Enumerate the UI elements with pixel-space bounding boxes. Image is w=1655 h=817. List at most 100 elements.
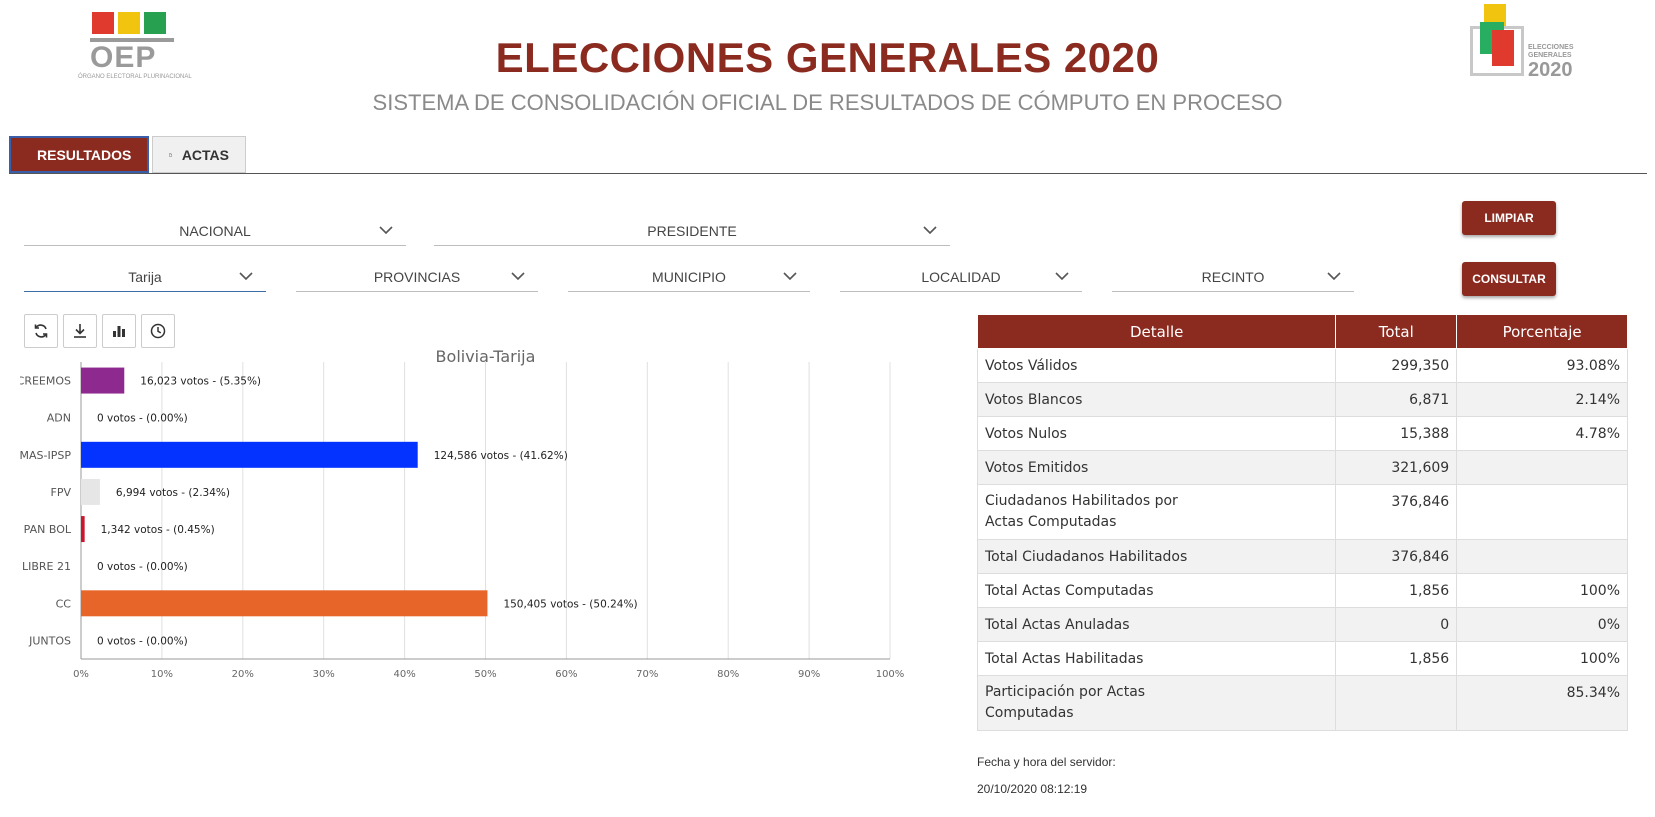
header-detalle: Detalle [976,314,1337,349]
ambito-select-value: NACIONAL [179,222,251,239]
recinto-select-value: RECINTO [1201,268,1265,285]
total-cell: 376,846 [1335,484,1458,540]
bar [81,516,85,543]
porcentaje-cell: 100% [1456,641,1628,676]
results-bar-chart: Bolivia-Tarija 0% 10% 20% 30% 40% 50% 60% 70% 80%… [20,350,904,680]
porcentaje-cell: 4.78% [1456,416,1628,451]
tab-resultados-label: RESULTADOS [37,146,132,163]
category-label: ADN [47,412,71,425]
limpiar-button[interactable]: LIMPIAR [1462,201,1556,235]
municipio-select[interactable]: MUNICIPIO [568,262,810,292]
tab-divider [9,173,1647,174]
detalle-cell: Participación por Actas Computadas [976,675,1337,731]
download-icon [74,324,86,338]
results-table-header: Detalle Total Porcentaje [976,314,1628,349]
flag-green [144,12,166,34]
refresh-button[interactable] [24,314,58,348]
porcentaje-cell: 93.08% [1456,348,1628,383]
departamento-select[interactable]: Tarija [24,262,266,292]
total-cell: 0 [1335,607,1458,642]
chart-type-button[interactable] [102,314,136,348]
chevron-down-icon [1055,272,1069,281]
bar [81,478,100,505]
detalle-cell: Total Actas Computadas [976,573,1337,608]
logo-subtext: ÓRGANO ELECTORAL PLURINACIONAL [78,74,192,80]
server-time-label: Fecha y hora del servidor: [977,755,1116,769]
x-tick-label: 40% [393,669,415,680]
data-label: 6,994 votos - (2.34%) [116,487,230,499]
total-cell: 6,871 [1335,382,1458,417]
table-row: Total Actas Habilitadas 1,856 100% [976,641,1628,676]
detalle-cell: Votos Válidos [976,348,1337,383]
detalle-cell: Ciudadanos Habilitados por Actas Computa… [976,484,1337,540]
category-label: CREEMOS [20,375,71,388]
data-label: 16,023 votos - (5.35%) [140,376,261,388]
recinto-select[interactable]: RECINTO [1112,262,1354,292]
localidad-select[interactable]: LOCALIDAD [840,262,1082,292]
porcentaje-cell: 2.14% [1456,382,1628,417]
x-tick-label: 10% [151,669,173,680]
header-porcentaje: Porcentaje [1456,314,1628,349]
category-label: MAS-IPSP [20,449,71,462]
x-tick-label: 80% [717,669,739,680]
chart-title: Bolivia-Tarija [436,350,536,366]
consultar-button[interactable]: CONSULTAR [1462,262,1556,296]
total-cell: 1,856 [1335,573,1458,608]
detalle-cell: Total Ciudadanos Habilitados [976,539,1337,574]
chevron-down-icon [783,272,797,281]
flag-yellow [118,12,140,34]
table-row: Votos Blancos 6,871 2.14% [976,382,1628,417]
flag-red [92,12,114,34]
logo-square-red [1492,30,1514,66]
tab-resultados[interactable]: RESULTADOS [9,136,149,173]
detalle-cell: Total Actas Habilitadas [976,641,1337,676]
detalle-cell: Total Actas Anuladas [976,607,1337,642]
porcentaje-cell [1456,484,1628,540]
data-label: 124,586 votos - (41.62%) [434,450,568,462]
table-row: Total Actas Computadas 1,856 100% [976,573,1628,608]
chevron-down-icon [923,226,937,235]
bar-chart-icon [113,326,125,337]
porcentaje-cell [1456,539,1628,574]
porcentaje-cell: 0% [1456,607,1628,642]
table-row: Votos Válidos 299,350 93.08% [976,348,1628,383]
data-label: 0 votos - (0.00%) [97,413,188,425]
cargo-select[interactable]: PRESIDENTE [434,216,950,246]
category-label: JUNTOS [28,634,71,647]
history-button[interactable] [141,314,175,348]
header-total: Total [1335,314,1458,349]
porcentaje-cell: 85.34% [1456,675,1628,731]
detalle-cell: Votos Emitidos [976,450,1337,485]
table-row: Ciudadanos Habilitados por Actas Computa… [976,484,1628,540]
provincia-select[interactable]: PROVINCIAS [296,262,538,292]
bar [81,590,488,617]
results-table: Detalle Total Porcentaje Votos Válidos 29… [976,314,1628,731]
download-button[interactable] [63,314,97,348]
data-label: 150,405 votos - (50.24%) [503,598,637,610]
detalle-cell: Votos Blancos [976,382,1337,417]
tab-bar: RESULTADOS ACTAS [9,136,246,173]
total-cell: 1,856 [1335,641,1458,676]
x-tick-label: 50% [474,669,496,680]
page-title: ELECCIONES GENERALES 2020 [495,34,1160,81]
tab-actas-label: ACTAS [181,146,229,163]
chevron-down-icon [379,226,393,235]
category-label: FPV [51,486,72,499]
chevron-down-icon [239,272,253,281]
category-label: CC [56,597,72,610]
logo-bar [90,38,174,42]
logo-word: OEP [90,41,157,74]
table-row: Votos Nulos 15,388 4.78% [976,416,1628,451]
data-label: 0 votos - (0.00%) [97,635,188,647]
ambito-select[interactable]: NACIONAL [24,216,406,246]
tab-actas[interactable]: ACTAS [152,136,246,173]
clock-icon [150,323,166,339]
server-time-value: 20/10/2020 08:12:19 [977,782,1088,796]
refresh-icon [34,324,48,338]
oep-logo: OEP ÓRGANO ELECTORAL PLURINACIONAL [78,12,192,92]
departamento-select-value: Tarija [128,268,162,285]
x-tick-label: 0% [73,669,89,680]
x-tick-label: 60% [555,669,577,680]
x-tick-label: 20% [232,669,254,680]
